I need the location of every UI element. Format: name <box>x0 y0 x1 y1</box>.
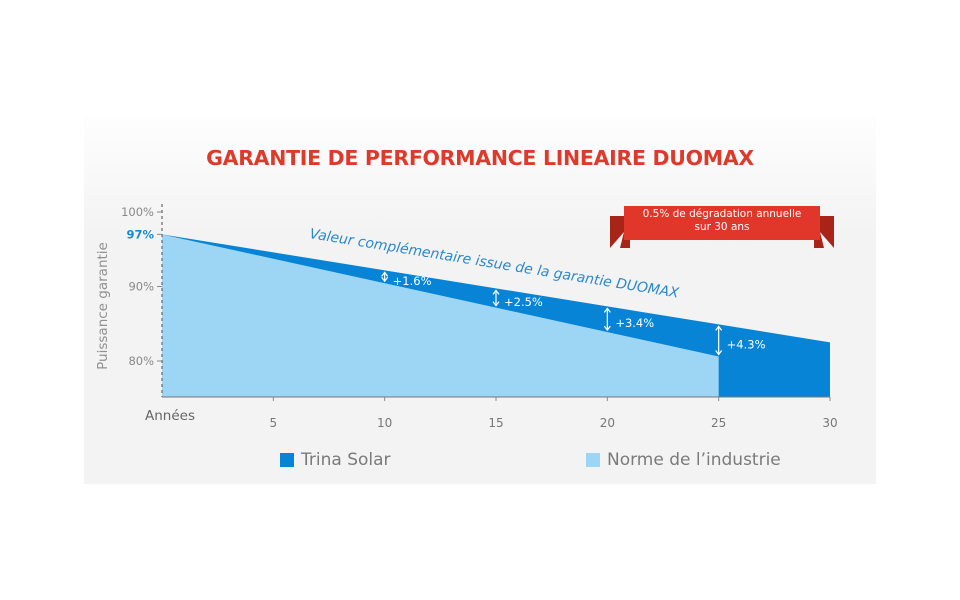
annotation-arrowhead-bottom-15 <box>492 301 500 307</box>
degradation-badge: 0.5% de dégradation annuelle sur 30 ans <box>632 208 812 234</box>
legend-swatch-industry <box>586 453 600 467</box>
x-tick-label-20: 20 <box>600 416 615 430</box>
annotation-arrowhead-top-20 <box>603 307 611 313</box>
annotation-arrowhead-top-15 <box>492 289 500 295</box>
y-tick-label-100: 100% <box>121 205 154 219</box>
annotation-arrowhead-bottom-25 <box>715 350 723 356</box>
annotation-arrowhead-top-25 <box>715 325 723 331</box>
x-tick-label-5: 5 <box>270 416 278 430</box>
annotation-label-15: +2.5% <box>504 295 543 309</box>
annotation-label-20: +3.4% <box>615 316 654 330</box>
annotation-arrowhead-bottom-20 <box>603 325 611 332</box>
annotation-arrowhead-top-10 <box>381 271 389 277</box>
chart-title: GARANTIE DE PERFORMANCE LINEAIRE DUOMAX <box>206 146 754 170</box>
x-tick-label-25: 25 <box>711 416 726 430</box>
legend-swatch-trina <box>280 453 294 467</box>
y-tick-label-90: 90% <box>128 280 154 294</box>
annotation-label-25: +4.3% <box>727 337 766 351</box>
legend-item-trina: Trina Solar <box>280 450 391 470</box>
y-axis-title: Puissance garantie <box>95 242 111 370</box>
annotation-arrowhead-bottom-10 <box>381 276 389 283</box>
legend-item-industry: Norme de l’industrie <box>586 450 781 470</box>
badge-line-2: sur 30 ans <box>694 221 750 233</box>
x-tick-label-15: 15 <box>488 416 503 430</box>
y-tick-label-97: 97% <box>126 227 154 241</box>
series-area-industry <box>162 234 719 397</box>
x-tick-label-10: 10 <box>377 416 392 430</box>
x-tick-label-30: 30 <box>822 416 837 430</box>
y-tick-label-80: 80% <box>128 354 154 368</box>
annotation-label-10: +1.6% <box>393 274 432 288</box>
legend-label-industry: Norme de l’industrie <box>607 450 781 470</box>
degradation-ribbon <box>610 206 834 248</box>
x-axis-title: Années <box>145 408 195 424</box>
legend-label-trina: Trina Solar <box>301 450 391 470</box>
badge-line-1: 0.5% de dégradation annuelle <box>642 208 802 220</box>
